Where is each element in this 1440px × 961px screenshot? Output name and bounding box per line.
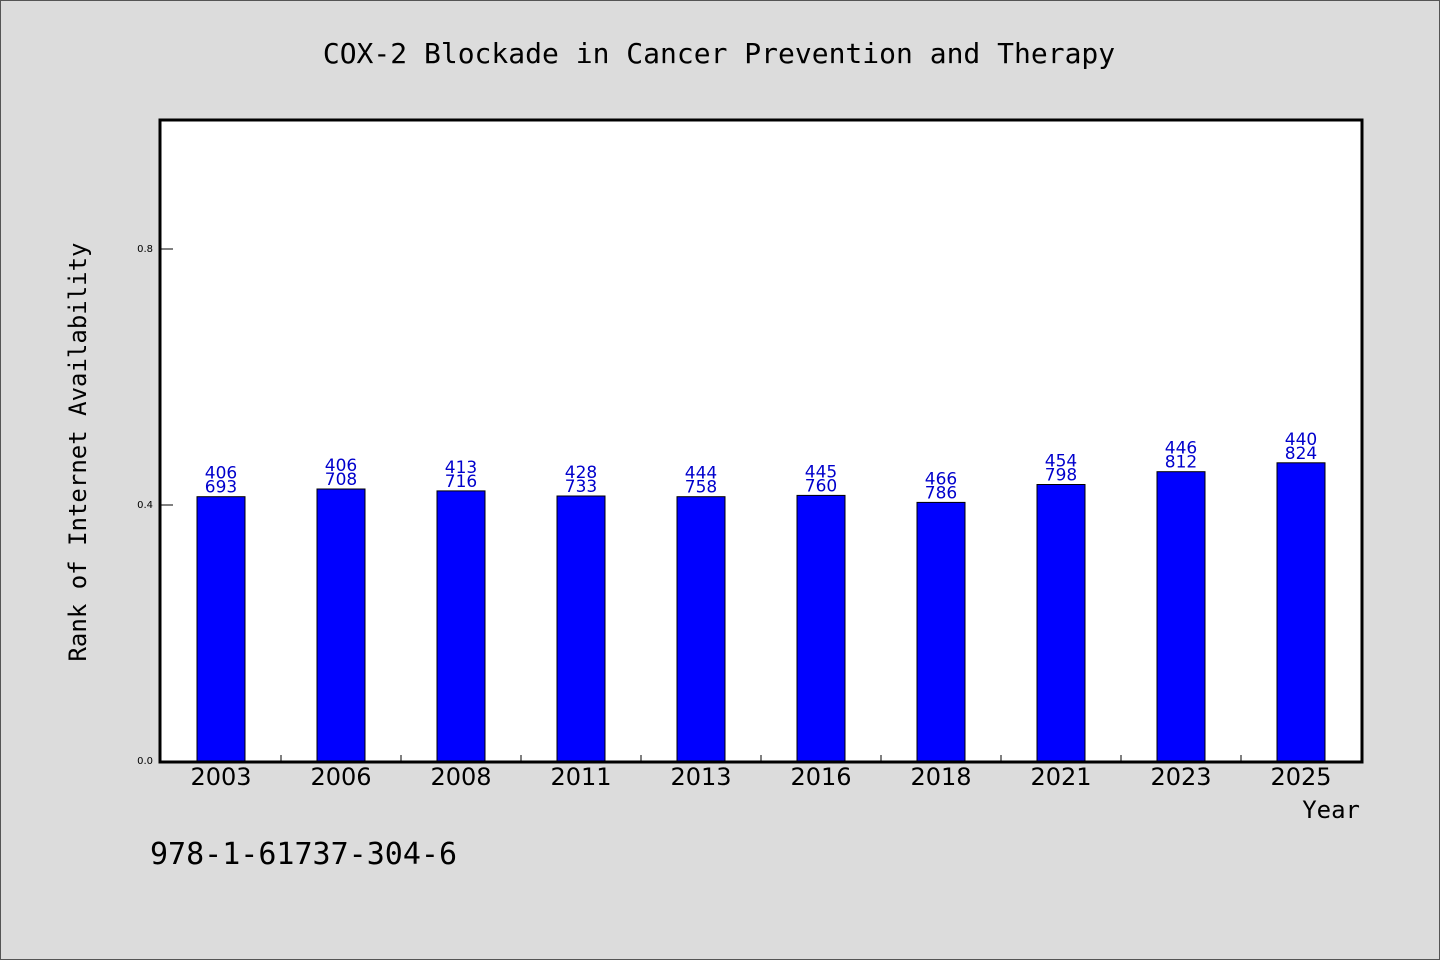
x-tick-label-2006: 2006 xyxy=(310,763,371,791)
x-axis-ticks: 2003 2006 2008 2011 2013 2016 2018 2021 2023 2025 xyxy=(190,755,1332,791)
bar-2008 xyxy=(436,490,486,762)
bar-label-bottom-2008: 716 xyxy=(445,472,477,492)
y-axis-label: Rank of Internet Availability xyxy=(64,242,92,661)
bar-label-top-2025: 440 xyxy=(1285,430,1317,450)
bar-label-top-2021: 454 xyxy=(1045,452,1077,472)
x-tick-label-2021: 2021 xyxy=(1030,763,1091,791)
bar-2006 xyxy=(316,488,366,762)
isbn-footer: 978-1-61737-304-6 xyxy=(150,837,457,872)
bar-2011 xyxy=(556,495,606,762)
bar-label-bottom-2023: 812 xyxy=(1165,453,1197,473)
y-tick-label-0.0: 0.0 xyxy=(137,756,153,767)
bar-label-bottom-2013: 758 xyxy=(685,478,717,498)
bar-label-top-2011: 428 xyxy=(565,463,597,483)
bar-2018 xyxy=(916,501,966,762)
chart-title: COX-2 Blockade in Cancer Prevention and … xyxy=(323,37,1115,70)
bar-2003 xyxy=(196,496,246,762)
bar-label-top-2018: 466 xyxy=(925,469,957,489)
y-tick-label-0.4: 0.4 xyxy=(137,500,153,511)
bar-label-bottom-2003: 693 xyxy=(205,478,237,498)
plot-frame xyxy=(158,118,1364,764)
bar-label-bottom-2018: 786 xyxy=(925,483,957,503)
x-tick-label-2013: 2013 xyxy=(670,763,731,791)
bar-2013 xyxy=(676,496,726,762)
bar-label-bottom-2006: 708 xyxy=(325,470,357,490)
bars-group xyxy=(196,462,1326,762)
bar-label-top-2016: 445 xyxy=(805,462,837,482)
x-tick-label-2016: 2016 xyxy=(790,763,851,791)
bar-label-bottom-2016: 760 xyxy=(805,476,837,496)
x-axis-label: Year xyxy=(1302,796,1360,824)
bar-label-top-2003: 406 xyxy=(205,464,237,484)
bar-2021 xyxy=(1036,484,1086,762)
x-tick-label-2011: 2011 xyxy=(550,763,611,791)
x-tick-label-2008: 2008 xyxy=(430,763,491,791)
x-tick-label-2003: 2003 xyxy=(190,763,251,791)
y-tick-label-0.8: 0.8 xyxy=(137,244,153,255)
bar-label-top-2008: 413 xyxy=(445,458,477,478)
x-tick-label-2023: 2023 xyxy=(1150,763,1211,791)
bar-label-bottom-2025: 824 xyxy=(1285,444,1317,464)
bar-2016 xyxy=(796,494,846,762)
bar-label-top-2006: 406 xyxy=(325,456,357,476)
x-tick-label-2018: 2018 xyxy=(910,763,971,791)
bar-label-top-2023: 446 xyxy=(1165,439,1197,459)
bar-2025 xyxy=(1276,462,1326,762)
bar-2023 xyxy=(1156,471,1206,762)
bar-label-top-2013: 444 xyxy=(685,464,717,484)
x-tick-label-2025: 2025 xyxy=(1270,763,1331,791)
bar-label-bottom-2011: 733 xyxy=(565,477,597,497)
bar-label-bottom-2021: 798 xyxy=(1045,466,1077,486)
